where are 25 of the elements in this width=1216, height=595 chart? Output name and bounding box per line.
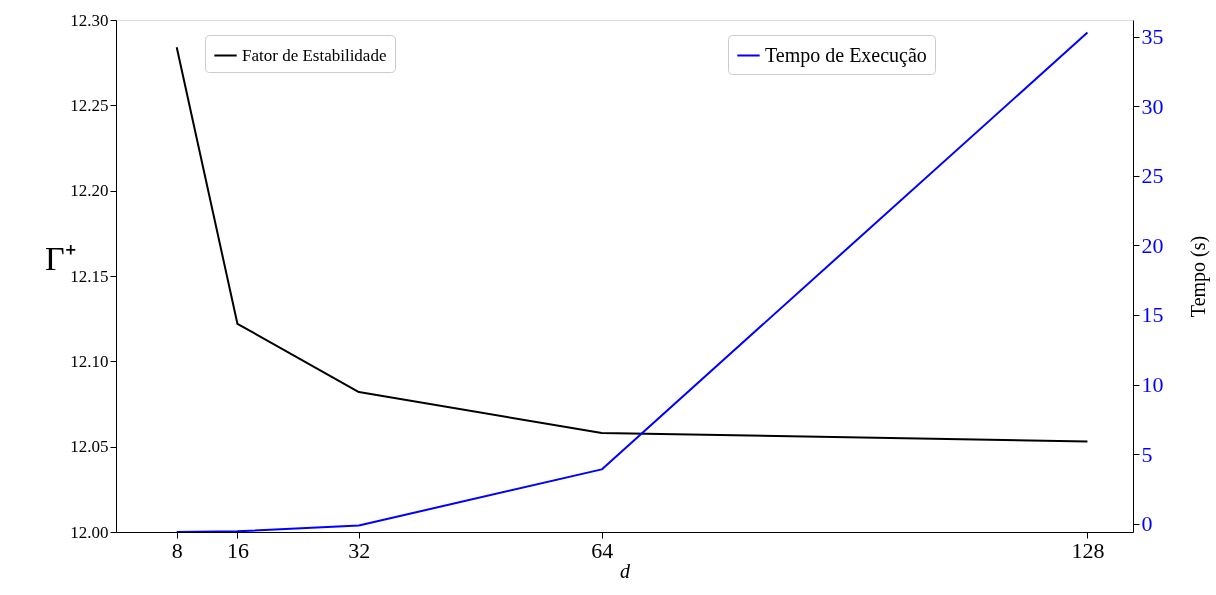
- y2-tick-label: 35: [1141, 24, 1164, 50]
- x-tick-label: 16: [226, 537, 249, 563]
- y-tick-label: 12.20: [70, 181, 109, 201]
- y-tick-label: 12.05: [70, 437, 109, 457]
- y2-tick-label: 30: [1141, 93, 1164, 119]
- legend-label: Tempo de Execução: [765, 43, 927, 67]
- line-series: [175, 31, 1089, 532]
- y2-tick-label: 25: [1141, 163, 1164, 189]
- x-tick-label: 128: [1071, 537, 1105, 563]
- y2-tick-label: 10: [1141, 372, 1164, 398]
- y-tick-label: 12.25: [70, 95, 109, 115]
- y-tick-label: 12.10: [70, 351, 109, 371]
- x-axis-title: d: [620, 559, 631, 582]
- y2-tick-label: 5: [1141, 441, 1153, 467]
- x-tick-label: 32: [348, 537, 371, 563]
- x-tick-label: 64: [591, 537, 614, 563]
- legend-label: Fator de Estabilidade: [242, 45, 387, 65]
- y2-tick-label: 0: [1141, 511, 1153, 537]
- y2-tick-label: 20: [1141, 232, 1164, 258]
- x-tick-label: 8: [171, 537, 183, 563]
- line-series: [175, 46, 1089, 443]
- y-tick-label: 12.30: [70, 10, 109, 30]
- y2-tick-label: 15: [1141, 302, 1164, 328]
- y2-axis-title: Tempo (s): [1186, 235, 1210, 318]
- y-tick-label: 12.00: [70, 522, 109, 542]
